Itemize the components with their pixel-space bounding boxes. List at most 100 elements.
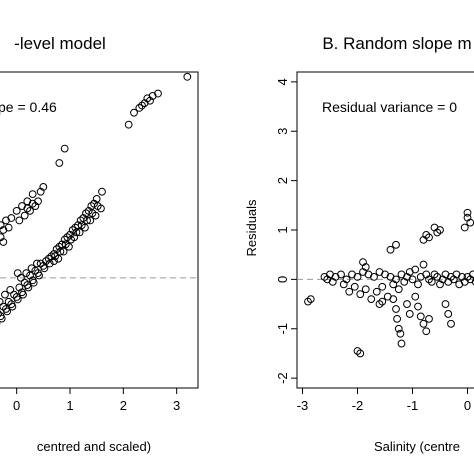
data-point xyxy=(304,297,312,306)
data-point xyxy=(389,295,398,304)
panel-a: -level model 0 1 2 3 pe = 0.46 centred and … xyxy=(0,34,199,454)
data-point xyxy=(427,277,436,286)
data-point xyxy=(130,108,138,117)
scatter-points xyxy=(304,208,474,358)
data-point xyxy=(17,273,25,282)
y-tick-label: 0 xyxy=(275,276,290,283)
data-point xyxy=(83,216,91,225)
panel-b-x-axis-title: Salinity (centre xyxy=(374,439,460,454)
data-point xyxy=(65,242,73,251)
data-point xyxy=(460,223,469,232)
data-point xyxy=(411,265,420,274)
data-point xyxy=(3,307,11,316)
data-point xyxy=(0,297,4,306)
data-point xyxy=(74,221,82,230)
data-point xyxy=(22,269,31,277)
data-point xyxy=(72,228,81,237)
data-point xyxy=(422,231,431,239)
data-point xyxy=(430,270,439,279)
panel-a-x-axis-title: centred and scaled) xyxy=(37,439,151,454)
data-point xyxy=(4,223,13,232)
data-point xyxy=(361,263,370,271)
data-point xyxy=(26,206,34,215)
data-point xyxy=(337,270,345,279)
data-point xyxy=(13,269,22,277)
panel-b: B. Random slope m -3 -2 -1 0 -2 -1 0 1 2 3 4 Resid… xyxy=(244,34,474,454)
y-tick-label: -1 xyxy=(275,323,290,335)
y-tick-label: 1 xyxy=(275,226,290,233)
data-point xyxy=(10,290,18,299)
data-point xyxy=(92,194,101,203)
plot-frame xyxy=(296,71,474,389)
data-point xyxy=(353,273,362,281)
panel-b-y-axis-title: Residuals xyxy=(244,199,259,257)
data-point xyxy=(75,228,84,237)
data-point xyxy=(15,216,24,225)
data-point xyxy=(97,204,105,213)
data-point xyxy=(6,285,15,294)
data-point xyxy=(408,275,417,284)
data-point xyxy=(0,233,5,242)
data-point xyxy=(8,302,17,311)
data-point xyxy=(28,190,37,198)
data-point xyxy=(419,260,428,269)
y-tick-label: -2 xyxy=(275,372,290,384)
scatter-points xyxy=(0,72,192,325)
x-tick-label: 0 xyxy=(464,398,471,413)
data-point xyxy=(86,216,95,225)
data-point xyxy=(353,347,362,355)
data-point xyxy=(463,208,472,217)
data-point xyxy=(425,314,433,323)
data-point xyxy=(50,257,58,266)
data-point xyxy=(40,264,49,273)
data-point xyxy=(29,278,38,287)
data-point xyxy=(0,314,6,323)
data-point xyxy=(124,120,133,129)
data-point xyxy=(135,104,144,112)
data-point xyxy=(138,101,146,110)
data-point xyxy=(411,292,420,301)
data-point xyxy=(441,300,450,308)
data-point xyxy=(13,295,22,304)
data-point xyxy=(54,254,63,263)
data-point xyxy=(350,282,359,291)
data-point xyxy=(154,89,162,98)
data-point xyxy=(306,295,315,304)
data-point xyxy=(39,183,48,191)
y-tick-label: 4 xyxy=(275,78,290,85)
data-point xyxy=(19,290,27,299)
x-tick-label: 0 xyxy=(13,398,20,413)
panel-a-title: -level model xyxy=(14,34,106,53)
data-point xyxy=(20,278,29,287)
data-point xyxy=(393,314,402,323)
data-point xyxy=(0,238,8,246)
data-point xyxy=(47,252,56,261)
data-point xyxy=(422,327,431,336)
data-point xyxy=(414,302,422,311)
data-point xyxy=(15,283,24,292)
data-point xyxy=(55,159,64,167)
data-point xyxy=(444,310,453,318)
data-point xyxy=(1,290,9,299)
x-tick-label: -1 xyxy=(407,398,419,413)
data-point xyxy=(416,312,425,321)
panel-b-plot-area: -3 -2 -1 0 -2 -1 0 1 2 3 4 xyxy=(275,71,474,413)
x-tick-label: 2 xyxy=(120,398,127,413)
data-point xyxy=(471,278,474,286)
data-point xyxy=(375,300,384,308)
data-point xyxy=(59,247,68,256)
data-point xyxy=(367,295,376,304)
data-point xyxy=(394,324,403,333)
data-point xyxy=(20,211,29,220)
data-point xyxy=(370,273,378,281)
data-point xyxy=(27,264,36,273)
data-point xyxy=(392,305,400,313)
panel-a-annotation: pe = 0.46 xyxy=(0,99,57,115)
data-point xyxy=(397,339,406,348)
y-tick-label: 2 xyxy=(275,177,290,184)
data-point xyxy=(0,310,2,318)
data-point xyxy=(372,287,381,296)
x-tick-label: 3 xyxy=(173,398,180,413)
data-point xyxy=(342,275,351,284)
